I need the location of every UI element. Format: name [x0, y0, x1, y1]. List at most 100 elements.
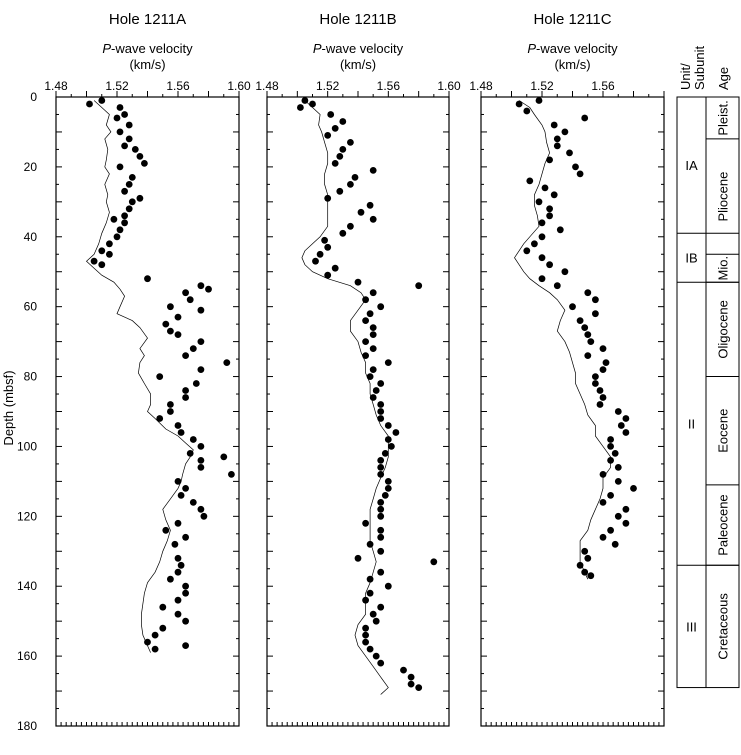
velocity-sample-point — [331, 124, 339, 132]
velocity-sample-point — [369, 215, 377, 223]
velocity-sample-point — [369, 366, 377, 373]
depth-tick-label: 140 — [17, 579, 37, 593]
velocity-sample-point — [362, 317, 369, 324]
velocity-sample-point — [189, 499, 197, 506]
velocity-sample-point — [614, 408, 622, 415]
velocity-sample-point — [366, 540, 374, 548]
velocity-sample-point — [377, 415, 385, 422]
velocity-sample-point — [125, 121, 133, 129]
velocity-sample-point — [607, 526, 614, 534]
velocity-sample-point — [622, 415, 630, 422]
velocity-sample-point — [377, 408, 385, 415]
depth-tick-label: 80 — [24, 370, 38, 384]
velocity-sample-point — [592, 310, 599, 318]
velocity-sample-point — [324, 271, 332, 279]
velocity-sample-point — [182, 289, 190, 297]
velocity-sample-point — [377, 471, 385, 478]
velocity-sample-point — [131, 146, 139, 153]
velocity-sample-point — [362, 596, 369, 604]
velocity-sample-point — [388, 443, 395, 450]
velocity-sample-point — [584, 331, 592, 338]
velocity-sample-point — [174, 519, 182, 527]
velocity-sample-point — [223, 359, 231, 366]
velocity-sample-point — [372, 387, 380, 394]
velocity-sample-point — [377, 568, 385, 576]
velocity-sample-point — [192, 380, 200, 387]
velocity-sample-point — [177, 492, 185, 499]
x-tick-label: 1.60 — [227, 79, 251, 93]
velocity-sample-point — [392, 429, 400, 436]
velocity-sample-point — [125, 181, 133, 188]
velocity-sample-point — [128, 198, 136, 206]
velocity-sample-point — [301, 97, 309, 104]
velocity-sample-point — [369, 167, 377, 174]
velocity-sample-point — [415, 282, 423, 290]
x-tick-label: 1.52 — [530, 79, 554, 93]
velocity-sample-point — [377, 401, 385, 408]
depth-tick-label: 40 — [24, 230, 38, 244]
velocity-sample-point — [106, 250, 113, 258]
velocity-sample-point — [592, 373, 599, 380]
velocity-sample-point — [377, 547, 385, 555]
velocity-sample-point — [607, 436, 614, 443]
velocity-sample-point — [377, 303, 385, 311]
velocity-sample-point — [200, 512, 208, 520]
velocity-sample-point — [151, 645, 159, 653]
x-tick-label: 1.52 — [105, 79, 129, 93]
velocity-sample-point — [584, 289, 592, 297]
velocity-sample-point — [581, 547, 589, 555]
velocity-sample-point — [167, 327, 174, 335]
velocity-sample-point — [174, 554, 182, 562]
x-tick-label: 1.60 — [437, 79, 461, 93]
velocity-sample-point — [430, 558, 438, 566]
velocity-sample-point — [121, 219, 128, 227]
x-axis-label: P-wave velocity — [313, 41, 404, 56]
depth-tick-label: 20 — [24, 160, 38, 174]
velocity-sample-point — [377, 659, 385, 667]
velocity-sample-point — [321, 236, 328, 244]
velocity-sample-point — [369, 610, 377, 618]
velocity-sample-point — [381, 492, 389, 499]
velocity-sample-point — [110, 215, 118, 223]
velocity-sample-point — [553, 282, 561, 290]
velocity-sample-point — [182, 387, 190, 394]
velocity-sample-point — [407, 680, 415, 688]
velocity-sample-point — [576, 170, 584, 178]
velocity-sample-point — [362, 519, 369, 527]
velocity-sample-point — [384, 485, 392, 492]
velocity-sample-point — [561, 128, 569, 136]
velocity-sample-point — [415, 684, 423, 691]
velocity-sample-point — [177, 561, 185, 569]
velocity-sample-point — [362, 338, 369, 345]
velocity-sample-point — [141, 160, 148, 167]
velocity-sample-point — [550, 121, 558, 129]
velocity-sample-point — [550, 191, 558, 199]
velocity-sample-point — [366, 373, 374, 380]
age-header: Age — [716, 67, 731, 90]
velocity-sample-point — [174, 313, 182, 321]
velocity-sample-point — [622, 505, 630, 513]
velocity-sample-point — [182, 533, 190, 541]
velocity-sample-point — [336, 153, 344, 160]
velocity-sample-point — [515, 100, 523, 108]
velocity-sample-point — [186, 450, 194, 457]
velocity-sample-point — [357, 208, 365, 216]
velocity-sample-point — [347, 222, 354, 230]
velocity-sample-point — [197, 366, 205, 373]
velocity-sample-point — [599, 394, 607, 401]
x-axis-label: P-wave velocity — [527, 41, 618, 56]
velocity-sample-point — [128, 174, 136, 181]
velocity-sample-point — [189, 436, 197, 443]
velocity-sample-point — [121, 212, 128, 220]
age-label: Oligocene — [716, 300, 731, 359]
unit-label: II — [688, 417, 695, 432]
velocity-sample-point — [607, 443, 614, 450]
velocity-sample-point — [174, 478, 182, 485]
velocity-sample-point — [599, 471, 607, 478]
velocity-sample-point — [369, 345, 377, 352]
velocity-sample-point — [546, 156, 553, 164]
velocity-sample-point — [526, 177, 534, 185]
velocity-sample-point — [541, 184, 549, 192]
age-label: Paleocene — [716, 494, 731, 555]
velocity-sample-point — [182, 394, 190, 401]
